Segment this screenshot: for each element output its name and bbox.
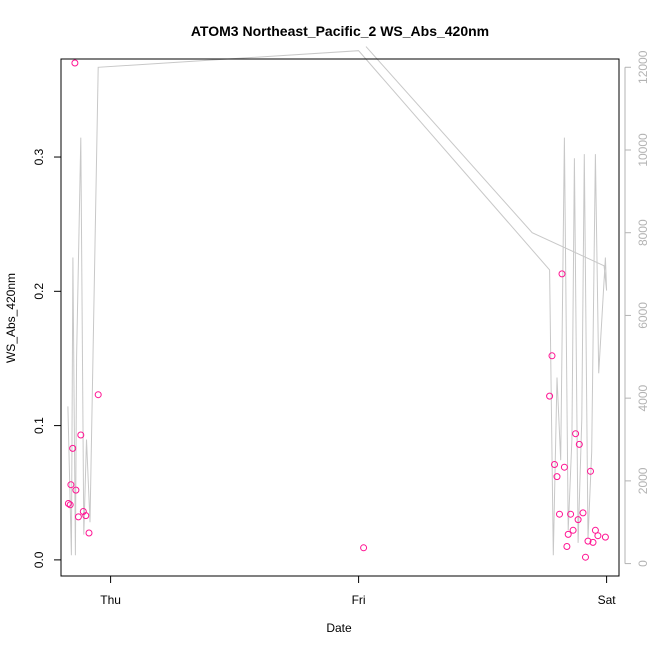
data-point-24 (572, 430, 580, 438)
data-point-6 (74, 513, 82, 521)
data-point-16 (553, 473, 561, 481)
x-tick-label-0: Thu (100, 593, 121, 607)
y-tick-label-2: 0.2 (32, 283, 46, 300)
data-point-21 (564, 530, 572, 538)
data-point-10 (85, 529, 93, 537)
data-point-7 (77, 431, 85, 439)
y-right-tick-label-5: 10000 (636, 133, 650, 167)
data-point-17 (556, 510, 563, 518)
line-series (67, 46, 608, 556)
y-tick-label-3: 0.3 (32, 148, 46, 165)
data-point-34 (601, 533, 609, 541)
data-point-1 (66, 501, 74, 509)
y-right-tick-label-3: 6000 (636, 302, 650, 329)
data-point-29 (584, 537, 592, 545)
data-point-4 (71, 59, 79, 67)
y-right-tick-label-1: 2000 (636, 467, 650, 494)
data-point-11 (94, 391, 102, 399)
data-point-27 (579, 509, 587, 517)
data-point-22 (567, 510, 575, 518)
plot-frame (60, 58, 620, 577)
y-axis-right: 0 2000 4000 6000 8000 10000 12000 (624, 50, 650, 567)
x-tick-label-1: Fri (352, 593, 366, 607)
data-point-30 (587, 467, 594, 475)
data-point-0 (64, 500, 72, 507)
data-point-2 (67, 481, 75, 489)
data-point-31 (589, 538, 597, 546)
y-axis-label: WS_Abs_420nm (4, 273, 18, 363)
y-tick-label-0: 0.0 (32, 551, 46, 568)
y-right-tick-label-0: 0 (636, 560, 650, 567)
data-point-26 (575, 440, 583, 448)
data-point-14 (548, 352, 556, 360)
point-series (64, 59, 609, 561)
y-tick-label-1: 0.1 (32, 417, 46, 434)
y-right-tick-label-6: 12000 (636, 50, 650, 84)
data-point-15 (551, 461, 558, 468)
data-point-25 (574, 516, 582, 524)
data-point-5 (72, 486, 80, 494)
y-axis-left: 0.0 0.1 0.2 0.3 (32, 148, 61, 568)
data-point-3 (69, 444, 77, 452)
data-point-9 (82, 512, 90, 520)
series-line-0 (67, 46, 608, 556)
chart-title: ATOM3 Northeast_Pacific_2 WS_Abs_420nm (191, 23, 489, 39)
x-tick-label-2: Sat (598, 593, 617, 607)
data-point-33 (594, 532, 602, 540)
y-right-tick-label-4: 8000 (636, 219, 650, 246)
data-point-13 (546, 392, 554, 400)
x-axis-label: Date (326, 621, 352, 635)
data-point-12 (360, 544, 368, 552)
data-point-23 (569, 526, 577, 534)
data-point-20 (563, 543, 571, 550)
data-point-19 (560, 463, 568, 471)
data-point-28 (582, 553, 589, 561)
y-right-tick-label-2: 4000 (636, 384, 650, 411)
x-axis: Thu Fri Sat (100, 576, 616, 607)
data-point-18 (558, 270, 566, 278)
